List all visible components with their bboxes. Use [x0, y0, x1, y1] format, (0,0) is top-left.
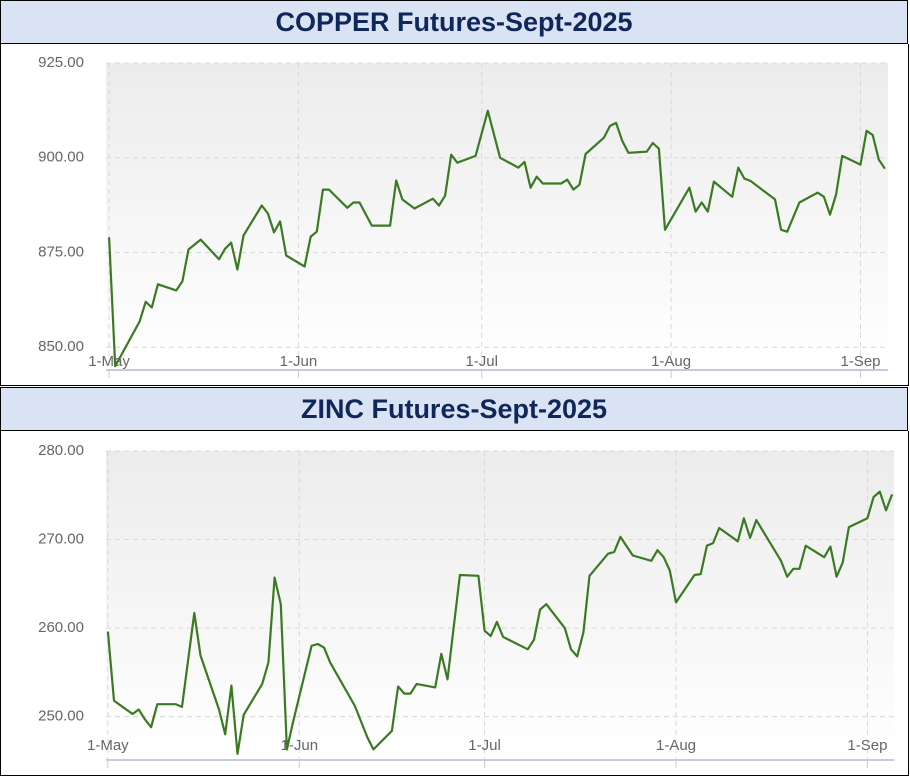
chart-panel: 250.00 260.00 270.00 280.00 1-May 1-Jun 1-Jul 1…	[0, 431, 909, 776]
plot-area	[106, 451, 894, 760]
x-tick-label: 1-Sep	[847, 737, 887, 754]
y-tick-label: 900.00	[38, 149, 84, 166]
x-tick-label: 1-Aug	[656, 737, 696, 754]
x-tick-label: 1-Jun	[280, 353, 318, 370]
x-tick-label: 1-May	[88, 353, 130, 370]
price-line	[108, 109, 886, 368]
y-tick-label: 280.00	[38, 442, 84, 459]
x-tick-label: 1-Jul	[468, 737, 501, 754]
price-line	[106, 490, 894, 755]
chart-panel: 850.00 875.00 900.00 925.00 1-May 1-Jun 1-Jul 1…	[0, 44, 909, 386]
plot-area	[106, 63, 888, 370]
y-tick-label: 925.00	[38, 54, 84, 71]
y-tick-label: 260.00	[38, 619, 84, 636]
y-tick-label: 875.00	[38, 243, 84, 260]
x-tick-label: 1-Aug	[651, 353, 691, 370]
chart-title: ZINC Futures-Sept-2025	[0, 387, 908, 431]
x-tick-label: 1-Jun	[281, 737, 319, 754]
chart: 250.00 260.00 270.00 280.00 1-May 1-Jun 1-Jul 1…	[38, 442, 894, 768]
x-tick-label: 1-Jul	[465, 353, 498, 370]
chart-title: COPPER Futures-Sept-2025	[0, 0, 908, 44]
x-tick-label: 1-Sep	[840, 353, 880, 370]
y-tick-label: 270.00	[38, 531, 84, 548]
x-tick-label: 1-May	[87, 737, 129, 754]
y-tick-label: 850.00	[38, 338, 84, 355]
chart: 850.00 875.00 900.00 925.00 1-May 1-Jun 1-Jul 1…	[38, 54, 888, 378]
y-tick-label: 250.00	[38, 708, 84, 725]
